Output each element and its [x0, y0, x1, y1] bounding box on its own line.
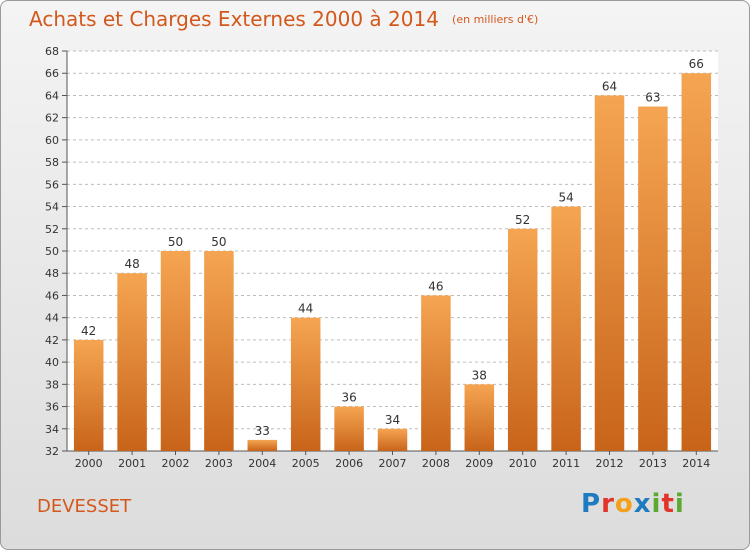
- y-tick-label: 40: [45, 356, 59, 369]
- bar: [464, 384, 495, 451]
- chart-subtitle: (en milliers d'€): [452, 13, 539, 26]
- y-tick-label: 64: [45, 89, 59, 102]
- data-label: 46: [428, 279, 443, 293]
- bar: [551, 206, 581, 451]
- data-label: 66: [689, 57, 704, 71]
- y-tick-label: 58: [45, 156, 59, 169]
- bar: [290, 317, 321, 451]
- x-tick-label: 2004: [248, 457, 276, 470]
- bar: [377, 428, 408, 451]
- data-label: 52: [515, 213, 530, 227]
- data-label: 48: [124, 257, 139, 271]
- data-label: 33: [255, 424, 270, 438]
- bar: [247, 439, 278, 451]
- y-tick-label: 56: [45, 178, 59, 191]
- proxiti-logo: Proxiti: [581, 489, 685, 519]
- data-label: 44: [298, 302, 313, 316]
- x-tick-label: 2000: [75, 457, 103, 470]
- y-tick-label: 46: [45, 289, 59, 302]
- y-tick-label: 32: [45, 445, 59, 458]
- y-tick-label: 62: [45, 112, 59, 125]
- data-label: 42: [81, 324, 96, 338]
- y-tick-label: 66: [45, 67, 59, 80]
- bar: [334, 406, 364, 451]
- data-label: 34: [385, 413, 400, 427]
- x-tick-label: 2008: [422, 457, 450, 470]
- bar: [204, 251, 234, 451]
- x-tick-label: 2007: [379, 457, 407, 470]
- y-tick-label: 34: [45, 423, 59, 436]
- bar: [681, 73, 712, 451]
- logo-letter: i: [674, 489, 685, 519]
- data-label: 63: [645, 91, 660, 105]
- bar: [507, 228, 538, 451]
- logo-letter: P: [581, 489, 602, 519]
- data-label: 64: [602, 79, 617, 93]
- logo-letter: x: [633, 489, 652, 519]
- bar: [638, 106, 668, 452]
- chart-title-block: Achats et Charges Externes 2000 à 2014 (…: [29, 7, 538, 31]
- data-label: 38: [472, 368, 487, 382]
- x-tick-label: 2012: [596, 457, 624, 470]
- y-tick-label: 54: [45, 201, 59, 214]
- y-tick-label: 60: [45, 134, 59, 147]
- x-tick-label: 2013: [639, 457, 667, 470]
- x-tick-label: 2006: [335, 457, 363, 470]
- data-label: 50: [168, 235, 183, 249]
- bar: [117, 273, 147, 451]
- logo-letter: i: [651, 489, 662, 519]
- logo-letter: o: [614, 489, 634, 519]
- x-tick-label: 2011: [552, 457, 580, 470]
- commune-name: DEVESSET: [37, 496, 132, 517]
- y-tick-label: 44: [45, 312, 59, 325]
- y-tick-label: 36: [45, 401, 59, 414]
- bar: [594, 95, 625, 451]
- x-tick-label: 2001: [118, 457, 146, 470]
- x-tick-label: 2003: [205, 457, 233, 470]
- x-tick-label: 2014: [682, 457, 710, 470]
- y-tick-label: 42: [45, 334, 59, 347]
- data-label: 54: [558, 191, 573, 205]
- y-tick-label: 52: [45, 223, 59, 236]
- y-tick-label: 48: [45, 267, 59, 280]
- x-tick-label: 2002: [162, 457, 190, 470]
- x-tick-label: 2010: [509, 457, 537, 470]
- chart-title: Achats et Charges Externes 2000 à 2014: [29, 7, 439, 31]
- y-tick-label: 68: [45, 45, 59, 58]
- x-tick-label: 2009: [465, 457, 493, 470]
- logo-letter: r: [601, 489, 615, 519]
- x-tick-label: 2005: [292, 457, 320, 470]
- logo-letter: t: [661, 489, 675, 519]
- data-label: 36: [341, 391, 356, 405]
- bar: [73, 339, 104, 451]
- data-label: 50: [211, 235, 226, 249]
- bar: [160, 251, 191, 451]
- y-tick-label: 50: [45, 245, 59, 258]
- bar: [421, 295, 451, 451]
- y-tick-label: 38: [45, 378, 59, 391]
